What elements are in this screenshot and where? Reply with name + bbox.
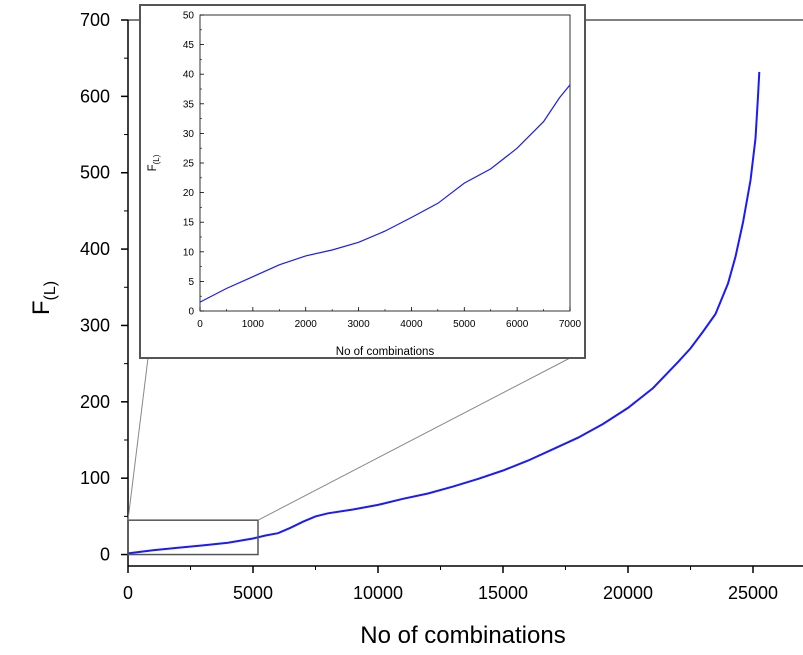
inset-y-axis-label-main: F [147, 164, 159, 171]
main-y-tick-label: 700 [80, 10, 110, 30]
main-x-tick-label: 5000 [233, 583, 273, 603]
inset-x-tick-label: 5000 [453, 319, 476, 330]
inset-x-tick-label: 2000 [295, 319, 318, 330]
inset-x-tick-label: 4000 [400, 319, 423, 330]
main-y-tick-label: 300 [80, 315, 110, 335]
inset-x-tick-label: 0 [197, 319, 203, 330]
main-tick-labels: 0 5000 10000 15000 20000 25000010020030040050… [80, 10, 778, 603]
zoom-connector-left [127, 357, 149, 521]
inset-frame [139, 4, 586, 359]
inset-axis-ticks [199, 14, 571, 312]
zoom-region-box [127, 519, 259, 556]
inset-y-tick-label: 20 [183, 188, 195, 199]
inset-series-line [199, 84, 571, 303]
main-chart: 0 5000 10000 15000 20000 25000010020030040050… [28, 10, 803, 649]
inset-x-tick-label: 1000 [242, 319, 265, 330]
main-series-line [127, 71, 761, 555]
main-y-tick-label: 400 [80, 239, 110, 259]
inset-y-tick-label: 15 [183, 218, 195, 229]
inset-y-tick-label: 40 [183, 70, 195, 81]
main-y-axis-label: F(L) [28, 281, 59, 315]
inset-chart: 0 1000 2000 3000 4000 5000 6000 7000 0 5 10 15 20 25 3… [139, 4, 586, 359]
inset-y-tick-label: 35 [183, 99, 195, 110]
main-y-axis-label-subscript: (L) [42, 281, 59, 301]
inset-y-tick-label: 45 [183, 40, 195, 51]
inset-y-tick-label: 10 [183, 247, 195, 258]
main-x-tick-label: 15000 [478, 583, 528, 603]
inset-y-tick-label: 30 [183, 129, 195, 140]
main-x-axis-label: No of combinations [360, 622, 565, 649]
main-y-tick-label: 200 [80, 392, 110, 412]
main-x-tick-label: 0 [123, 583, 133, 603]
main-y-tick-label: 100 [80, 468, 110, 488]
inset-y-tick-label: 0 [188, 307, 194, 318]
inset-y-axis-label: F(L) [147, 154, 161, 171]
main-axis-ticks [121, 19, 754, 573]
inset-x-axis-label: No of combinations [336, 346, 435, 358]
main-y-tick-label: 500 [80, 163, 110, 183]
main-x-tick-label: 20000 [603, 583, 653, 603]
inset-y-tick-label: 50 [183, 11, 195, 22]
inset-tick-labels: 0 1000 2000 3000 4000 5000 6000 7000 0 5 10 15 20 25 3… [183, 11, 582, 331]
inset-y-axis-label-subscript: (L) [152, 154, 161, 164]
main-y-tick-label: 0 [100, 545, 110, 565]
zoom-connector-right [257, 357, 571, 521]
main-x-tick-label: 25000 [728, 583, 778, 603]
inset-y-tick-label: 25 [183, 159, 195, 170]
inset-x-tick-label: 7000 [559, 319, 582, 330]
inset-y-tick-label: 5 [188, 277, 194, 288]
inset-x-tick-label: 3000 [347, 319, 370, 330]
main-x-tick-label: 10000 [353, 583, 403, 603]
main-y-axis-label-main: F [28, 300, 55, 315]
inset-x-tick-label: 6000 [506, 319, 529, 330]
main-y-tick-label: 600 [80, 86, 110, 106]
